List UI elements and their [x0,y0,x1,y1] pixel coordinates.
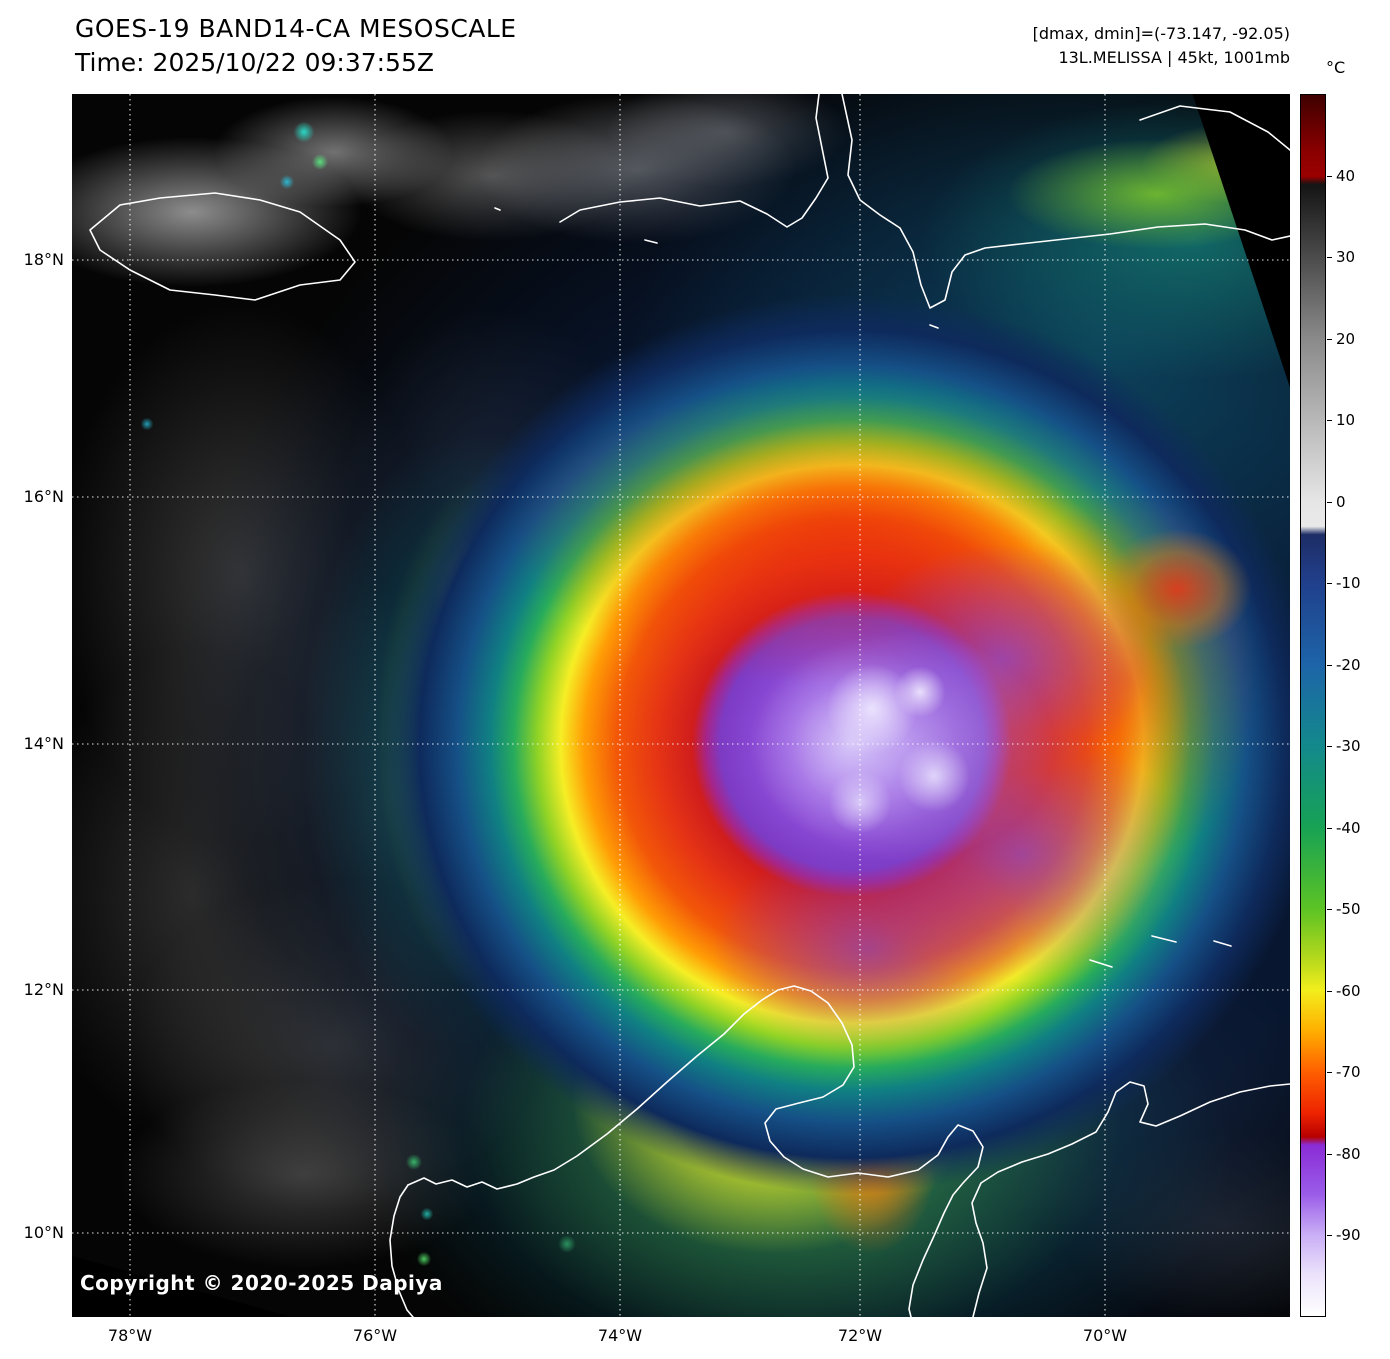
header-right-block: [dmax, dmin]=(-73.147, -92.05) 13L.MELIS… [1033,22,1290,70]
colorbar-tick-label: 30 [1336,248,1356,267]
satellite-imagery [72,94,1290,1317]
colorbar-tick-label: -60 [1336,981,1361,1000]
colorbar-tick [1327,583,1332,585]
colorbar-tick-label: 10 [1336,411,1356,430]
lat-label: 12°N [23,980,64,999]
colorbar-tick-label: 20 [1336,329,1356,348]
colorbar-tick-label: -40 [1336,818,1361,837]
lat-label: 18°N [23,250,64,269]
colorbar-tick [1327,909,1332,911]
colorbar-tick [1327,501,1332,503]
product-title: GOES-19 BAND14-CA MESOSCALE [75,14,517,43]
lon-label: 78°W [107,1326,153,1345]
colorbar-tick [1327,1153,1332,1155]
colorbar-tick-label: 40 [1336,166,1356,185]
dmax-dmin-readout: [dmax, dmin]=(-73.147, -92.05) [1032,24,1290,43]
lon-label: 76°W [352,1326,398,1345]
colorbar-tick-label: -80 [1336,1144,1361,1163]
colorbar-tick [1327,746,1332,748]
map-overlay [72,94,1290,1317]
colorbar-tick-label: -90 [1336,1226,1361,1245]
colorbar-tick [1327,257,1332,259]
colorbar-tick [1327,338,1332,340]
lat-label: 16°N [23,487,64,506]
lon-label: 74°W [597,1326,643,1345]
colorbar-tick-label: -70 [1336,1063,1361,1082]
colorbar-tick [1327,175,1332,177]
colorbar-tick-label: 0 [1336,492,1346,511]
copyright-watermark: Copyright © 2020-2025 Dapiya [80,1271,443,1295]
colorbar-tick [1327,664,1332,666]
colorbar-tick [1327,1072,1332,1074]
grid-lines [72,94,1290,1317]
colorbar-unit-label: °C [1326,58,1346,77]
colorbar-tick-label: -20 [1336,655,1361,674]
lat-label: 10°N [23,1223,64,1242]
colorbar-tick [1327,1235,1332,1237]
lat-label: 14°N [23,734,64,753]
colorbar-tick-label: -50 [1336,900,1361,919]
scan-time: Time: 2025/10/22 09:37:55Z [75,48,434,77]
lon-label: 72°W [837,1326,883,1345]
colorbar-tick-label: -10 [1336,574,1361,593]
colorbar-tick [1327,420,1332,422]
colorbar-tick-label: -30 [1336,737,1361,756]
storm-status-readout: 13L.MELISSA | 45kt, 1001mb [1058,48,1290,67]
coastlines [89,94,1290,1317]
colorbar-gradient [1300,94,1326,1317]
lon-label: 70°W [1082,1326,1128,1345]
colorbar-tick [1327,827,1332,829]
colorbar-tick [1327,990,1332,992]
plot-area: Copyright © 2020-2025 Dapiya [72,94,1290,1317]
